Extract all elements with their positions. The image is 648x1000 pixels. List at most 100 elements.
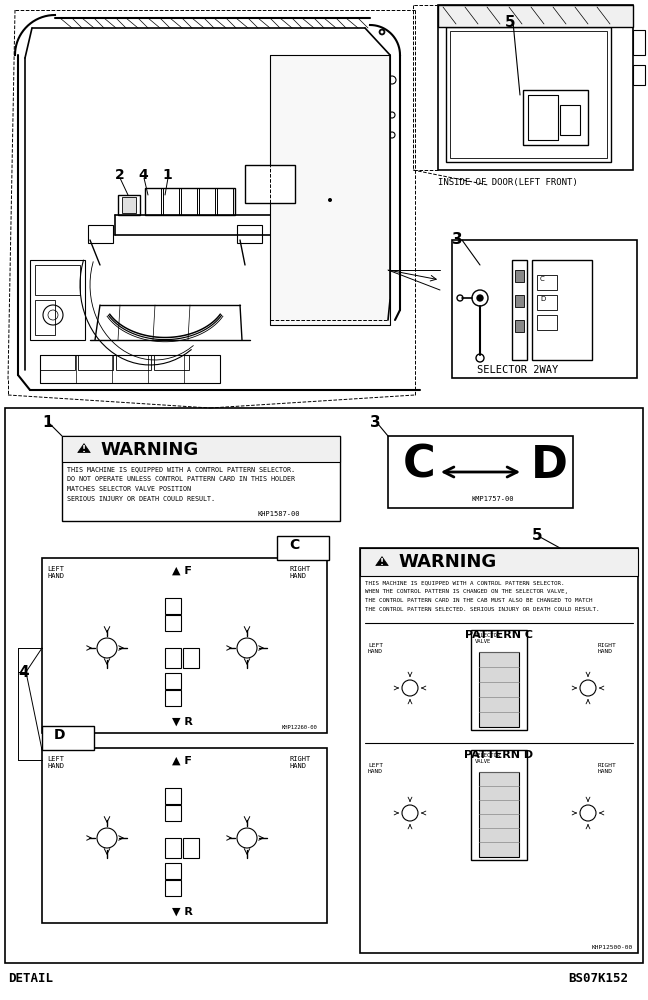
Text: C: C [403, 444, 435, 487]
Text: RIGHT
HAND: RIGHT HAND [289, 756, 310, 769]
Circle shape [237, 828, 257, 848]
Bar [438, 5, 633, 170]
Bar [40, 355, 220, 383]
Text: KHP1587-00: KHP1587-00 [257, 511, 299, 517]
Circle shape [237, 638, 257, 658]
Bar [270, 55, 390, 325]
Bar [537, 275, 557, 290]
Text: DETAIL: DETAIL [8, 972, 53, 985]
Bar [183, 838, 199, 858]
Circle shape [97, 828, 117, 848]
Text: D: D [531, 444, 568, 487]
Circle shape [580, 805, 596, 821]
Text: WARNING: WARNING [100, 441, 198, 459]
Bar [165, 615, 181, 631]
Circle shape [328, 198, 332, 202]
Text: LEFT
HAND: LEFT HAND [47, 566, 64, 579]
Bar [388, 436, 573, 508]
Text: D: D [540, 296, 545, 302]
Bar [35, 300, 55, 335]
Bar [122, 197, 136, 213]
Text: LEFT
HAND: LEFT HAND [47, 756, 64, 769]
Bar [165, 648, 181, 668]
Text: 2: 2 [115, 168, 125, 182]
Text: 1: 1 [42, 415, 52, 430]
Bar [277, 536, 329, 560]
Circle shape [457, 295, 463, 301]
Text: THIS MACHINE IS EQUIPPED WITH A CONTROL PATTERN SELECTOR.: THIS MACHINE IS EQUIPPED WITH A CONTROL … [365, 580, 564, 585]
Bar [633, 65, 645, 85]
Polygon shape [376, 557, 388, 566]
Circle shape [388, 76, 396, 84]
Bar [471, 750, 527, 860]
Text: KHP12500-00: KHP12500-00 [592, 945, 633, 950]
Bar [42, 558, 327, 733]
Bar [633, 30, 645, 55]
Bar [118, 195, 140, 215]
Text: WHEN THE CONTROL PATTERN IS CHANGED ON THE SELECTOR VALVE,: WHEN THE CONTROL PATTERN IS CHANGED ON T… [365, 589, 568, 594]
Circle shape [97, 638, 117, 658]
Text: !: ! [82, 445, 86, 454]
Bar [528, 95, 558, 140]
Bar [560, 105, 580, 135]
Bar [479, 772, 519, 857]
Bar [452, 240, 637, 378]
Bar [471, 630, 527, 730]
Text: 3: 3 [452, 232, 463, 247]
Circle shape [402, 680, 418, 696]
Bar [199, 188, 215, 215]
Bar [515, 295, 524, 307]
Circle shape [580, 680, 596, 696]
Text: BS07K152: BS07K152 [568, 972, 628, 985]
Text: PATTERN C: PATTERN C [465, 630, 533, 640]
Bar [88, 225, 113, 243]
Circle shape [477, 295, 483, 301]
Bar [165, 863, 181, 879]
Text: SELECTOR
VALVE: SELECTOR VALVE [475, 633, 501, 644]
Text: INSIDE OF DOOR(LEFT FRONT): INSIDE OF DOOR(LEFT FRONT) [438, 178, 578, 187]
Text: 4: 4 [18, 665, 29, 680]
Bar [165, 838, 181, 858]
Bar [217, 188, 233, 215]
Bar [446, 27, 611, 162]
Text: SELECTOR
VALVE: SELECTOR VALVE [475, 753, 501, 764]
Text: LEFT
HAND: LEFT HAND [368, 643, 383, 654]
Circle shape [472, 290, 488, 306]
Bar [528, 95, 558, 140]
Text: 3: 3 [370, 415, 380, 430]
Bar [78, 355, 113, 370]
Circle shape [389, 132, 395, 138]
Text: THE CONTROL PATTERN SELECTED. SERIOUS INJURY OR DEATH COULD RESULT.: THE CONTROL PATTERN SELECTED. SERIOUS IN… [365, 607, 599, 612]
Text: SELECTOR 2WAY: SELECTOR 2WAY [477, 365, 558, 375]
Bar [40, 355, 75, 370]
Text: WARNING: WARNING [398, 553, 496, 571]
Bar [245, 165, 295, 203]
Bar [163, 188, 179, 215]
Bar [165, 690, 181, 706]
Text: RIGHT
HAND: RIGHT HAND [289, 566, 310, 579]
Text: THE CONTROL PATTERN CARD IN THE CAB MUST ALSO BE CHANGED TO MATCH: THE CONTROL PATTERN CARD IN THE CAB MUST… [365, 598, 592, 603]
Text: LEFT
HAND: LEFT HAND [368, 763, 383, 774]
Bar [360, 548, 638, 576]
Bar [237, 225, 262, 243]
Bar [62, 436, 340, 462]
Text: !: ! [380, 558, 384, 567]
Bar [479, 652, 519, 727]
Bar [35, 265, 80, 295]
Text: ▲ F: ▲ F [172, 756, 192, 766]
Text: 5: 5 [505, 15, 516, 30]
Bar [181, 188, 197, 215]
Text: ▲ F: ▲ F [172, 566, 192, 576]
Bar [360, 548, 638, 953]
Text: PATTERN D: PATTERN D [465, 750, 533, 760]
Text: RIGHT
HAND: RIGHT HAND [598, 643, 617, 654]
Text: ▼ R: ▼ R [172, 717, 192, 727]
Bar [165, 598, 181, 614]
Text: DO NOT OPERATE UNLESS CONTROL PATTERN CARD IN THIS HOLDER: DO NOT OPERATE UNLESS CONTROL PATTERN CA… [67, 476, 295, 482]
Text: KMP1757-00: KMP1757-00 [472, 496, 515, 502]
Bar [183, 648, 199, 668]
Text: RIGHT
HAND: RIGHT HAND [598, 763, 617, 774]
Text: C: C [289, 538, 299, 552]
Bar [62, 436, 340, 521]
Bar [42, 726, 94, 750]
